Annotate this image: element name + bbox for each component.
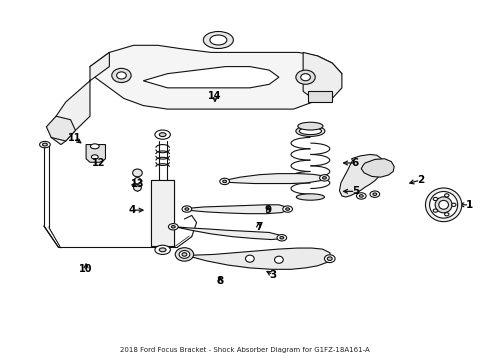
Ellipse shape bbox=[327, 257, 332, 260]
Ellipse shape bbox=[112, 68, 131, 82]
Polygon shape bbox=[51, 53, 109, 145]
Text: 14: 14 bbox=[208, 91, 221, 101]
Ellipse shape bbox=[172, 226, 175, 228]
Ellipse shape bbox=[452, 203, 456, 206]
Ellipse shape bbox=[319, 175, 329, 181]
Polygon shape bbox=[221, 174, 325, 184]
Ellipse shape bbox=[92, 155, 98, 159]
Ellipse shape bbox=[203, 31, 233, 49]
Text: 9: 9 bbox=[265, 205, 272, 215]
Polygon shape bbox=[303, 53, 342, 102]
Polygon shape bbox=[184, 205, 289, 214]
Ellipse shape bbox=[169, 224, 178, 230]
Ellipse shape bbox=[210, 35, 227, 45]
Polygon shape bbox=[308, 91, 332, 102]
Ellipse shape bbox=[159, 248, 166, 252]
Polygon shape bbox=[361, 159, 394, 177]
Polygon shape bbox=[143, 67, 279, 88]
Ellipse shape bbox=[280, 237, 284, 239]
Polygon shape bbox=[340, 154, 384, 197]
Ellipse shape bbox=[296, 70, 315, 84]
Text: 1: 1 bbox=[466, 200, 473, 210]
Ellipse shape bbox=[283, 206, 293, 212]
Polygon shape bbox=[86, 145, 105, 162]
Text: 6: 6 bbox=[352, 158, 359, 168]
Ellipse shape bbox=[43, 143, 48, 146]
Ellipse shape bbox=[155, 245, 171, 255]
Ellipse shape bbox=[433, 197, 438, 201]
Text: 10: 10 bbox=[79, 264, 93, 274]
Text: 3: 3 bbox=[270, 270, 277, 280]
Polygon shape bbox=[178, 248, 331, 269]
Ellipse shape bbox=[324, 255, 335, 262]
Ellipse shape bbox=[444, 213, 449, 216]
Ellipse shape bbox=[179, 251, 190, 258]
Ellipse shape bbox=[299, 127, 321, 135]
Text: 13: 13 bbox=[131, 179, 144, 189]
Ellipse shape bbox=[117, 72, 126, 79]
Text: 4: 4 bbox=[129, 205, 136, 215]
Ellipse shape bbox=[277, 235, 287, 241]
Text: 5: 5 bbox=[352, 186, 359, 196]
Ellipse shape bbox=[220, 178, 229, 185]
Ellipse shape bbox=[301, 74, 310, 81]
Ellipse shape bbox=[185, 208, 189, 210]
Ellipse shape bbox=[439, 201, 448, 209]
Text: 12: 12 bbox=[92, 158, 105, 168]
Polygon shape bbox=[90, 45, 342, 109]
Polygon shape bbox=[172, 226, 283, 239]
Ellipse shape bbox=[155, 130, 171, 139]
Ellipse shape bbox=[134, 185, 141, 191]
Polygon shape bbox=[151, 180, 174, 246]
Ellipse shape bbox=[245, 255, 254, 262]
Ellipse shape bbox=[433, 209, 438, 212]
Ellipse shape bbox=[435, 197, 452, 213]
Text: 2: 2 bbox=[416, 175, 424, 185]
Text: 2018 Ford Focus Bracket - Shock Absorber Diagram for G1FZ-18A161-A: 2018 Ford Focus Bracket - Shock Absorber… bbox=[120, 347, 370, 353]
Ellipse shape bbox=[359, 195, 363, 197]
Ellipse shape bbox=[159, 133, 166, 136]
Polygon shape bbox=[47, 116, 75, 141]
Ellipse shape bbox=[322, 177, 326, 179]
Ellipse shape bbox=[296, 194, 324, 200]
Ellipse shape bbox=[134, 177, 141, 184]
Ellipse shape bbox=[182, 253, 187, 256]
Text: 11: 11 bbox=[68, 133, 81, 143]
Ellipse shape bbox=[40, 141, 50, 148]
Ellipse shape bbox=[425, 188, 462, 222]
Text: 7: 7 bbox=[255, 222, 262, 232]
Ellipse shape bbox=[430, 192, 458, 218]
Ellipse shape bbox=[182, 206, 192, 212]
Ellipse shape bbox=[91, 144, 99, 149]
Ellipse shape bbox=[444, 194, 449, 197]
Ellipse shape bbox=[286, 208, 290, 210]
Ellipse shape bbox=[373, 193, 377, 195]
Ellipse shape bbox=[356, 193, 366, 199]
Ellipse shape bbox=[370, 191, 380, 197]
Ellipse shape bbox=[175, 248, 194, 261]
Ellipse shape bbox=[298, 122, 323, 130]
Ellipse shape bbox=[133, 169, 142, 177]
Ellipse shape bbox=[223, 180, 226, 183]
Ellipse shape bbox=[274, 256, 283, 263]
Text: 8: 8 bbox=[216, 276, 223, 286]
Ellipse shape bbox=[296, 126, 325, 136]
